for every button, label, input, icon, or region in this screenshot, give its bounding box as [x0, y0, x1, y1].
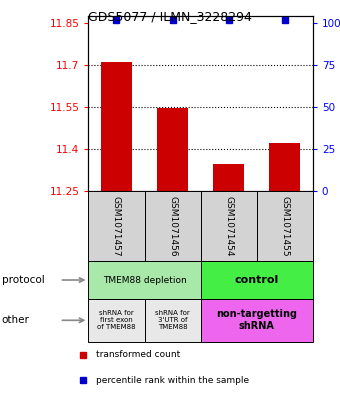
Text: percentile rank within the sample: percentile rank within the sample — [96, 376, 249, 385]
Text: GSM1071455: GSM1071455 — [280, 196, 289, 256]
Text: non-targetting
shRNA: non-targetting shRNA — [216, 310, 297, 331]
Bar — [269, 143, 300, 191]
Text: TMEM88 depletion: TMEM88 depletion — [103, 275, 186, 285]
Text: transformed count: transformed count — [96, 350, 180, 359]
Text: other: other — [2, 315, 30, 325]
Text: GSM1071457: GSM1071457 — [112, 196, 121, 256]
Text: GSM1071456: GSM1071456 — [168, 196, 177, 256]
Text: shRNA for
first exon
of TMEM88: shRNA for first exon of TMEM88 — [97, 310, 136, 330]
Text: GSM1071454: GSM1071454 — [224, 196, 233, 256]
Text: control: control — [235, 275, 279, 285]
Text: shRNA for
3'UTR of
TMEM88: shRNA for 3'UTR of TMEM88 — [155, 310, 190, 330]
Text: protocol: protocol — [2, 275, 45, 285]
Bar — [101, 62, 132, 191]
Bar — [157, 108, 188, 191]
Bar — [213, 164, 244, 191]
Text: GDS5077 / ILMN_3228294: GDS5077 / ILMN_3228294 — [88, 10, 252, 23]
